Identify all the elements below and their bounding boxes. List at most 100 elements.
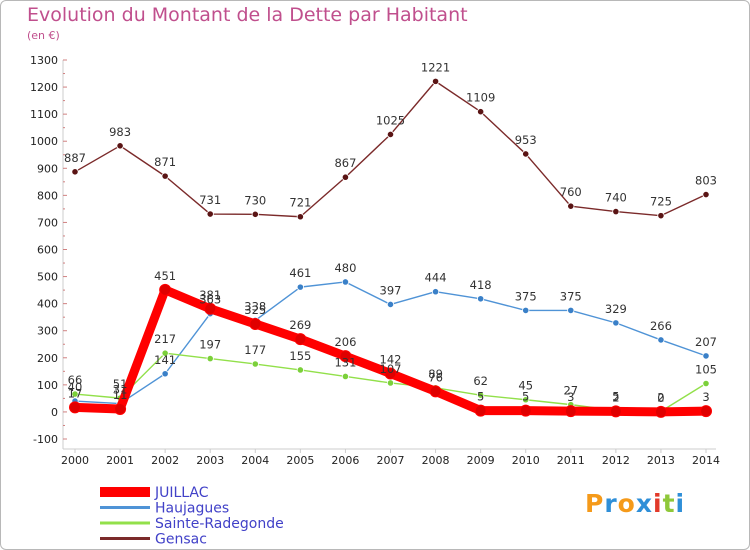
data-point-sainte-radegonde: [386, 379, 395, 387]
x-tick-label: 2009: [467, 454, 495, 467]
y-tick-label: 0: [51, 406, 58, 419]
data-label-juillac: 17: [68, 386, 83, 400]
y-tick-label: 1100: [30, 108, 58, 121]
data-label-gensac: 721: [289, 196, 311, 210]
legend-label: Gensac: [155, 532, 207, 548]
data-point-haujagues: [386, 300, 395, 309]
proxiti-logo: Proxiti: [585, 489, 685, 518]
x-tick-label: 2001: [106, 454, 134, 467]
y-tick-label: 1000: [30, 135, 58, 148]
data-label-juillac: 381: [199, 288, 221, 302]
y-tick-label: 600: [37, 244, 58, 257]
data-point-sainte-radegonde: [477, 391, 485, 399]
axes: -100010020030040050060070080090010001100…: [30, 54, 720, 467]
data-label-sainte-radegonde: 2: [657, 390, 664, 404]
data-label-juillac: 76: [428, 370, 443, 384]
data-point-haujagues: [567, 306, 575, 315]
data-point-gensac: [522, 150, 530, 158]
data-label-gensac: 725: [650, 195, 672, 209]
x-tick-label: 2004: [241, 454, 269, 467]
data-point-juillac: [69, 401, 81, 414]
y-tick-label: 900: [37, 162, 58, 175]
data-label-sainte-radegonde: 197: [199, 338, 221, 352]
x-tick-label: 2013: [647, 454, 675, 467]
logo-letter: o: [617, 489, 636, 518]
data-label-haujagues: 329: [605, 302, 627, 316]
series-layer: [69, 77, 712, 418]
data-label-juillac: 2: [612, 390, 619, 404]
data-label-sainte-radegonde: 105: [695, 363, 717, 377]
data-point-gensac: [116, 142, 124, 150]
data-label-haujagues: 397: [380, 283, 402, 297]
logo-letter: x: [635, 489, 653, 518]
data-point-gensac: [477, 108, 485, 116]
data-label-juillac: 269: [289, 318, 311, 332]
data-label-haujagues: 363: [199, 293, 221, 307]
x-tick-label: 2011: [557, 454, 585, 467]
data-point-gensac: [612, 208, 620, 216]
data-point-sainte-radegonde: [71, 390, 79, 398]
legend-label: Sainte-Radegonde: [155, 516, 284, 532]
data-label-juillac: 11: [113, 388, 128, 402]
logo-letter: t: [662, 489, 676, 518]
data-point-juillac: [429, 385, 442, 398]
data-point-haujagues: [296, 283, 304, 291]
data-label-sainte-radegonde: 5: [612, 390, 619, 404]
data-point-haujagues: [522, 306, 530, 315]
x-tick-label: 2005: [286, 454, 314, 467]
data-label-juillac: 206: [334, 335, 356, 349]
data-point-gensac: [296, 213, 304, 221]
x-tick-label: 2003: [196, 454, 224, 467]
data-point-haujagues: [161, 370, 169, 378]
data-point-sainte-radegonde: [296, 366, 304, 374]
data-point-sainte-radegonde: [522, 396, 530, 404]
y-tick-label: 1200: [30, 81, 58, 94]
y-tick-label: 400: [37, 298, 58, 311]
data-point-sainte-radegonde: [251, 360, 259, 368]
data-point-juillac: [384, 367, 397, 380]
logo-letter: i: [675, 489, 686, 518]
data-label-sainte-radegonde: 45: [518, 379, 533, 393]
data-label-sainte-radegonde: 51: [113, 377, 128, 391]
data-label-haujagues: 40: [68, 380, 83, 394]
data-point-gensac: [657, 212, 665, 220]
data-point-haujagues: [612, 319, 620, 327]
data-label-juillac: 5: [477, 390, 484, 404]
data-label-haujagues: 418: [470, 278, 492, 292]
data-label-haujagues: 461: [289, 266, 311, 280]
data-point-gensac: [71, 168, 79, 176]
logo-letter: i: [653, 489, 663, 518]
data-label-sainte-radegonde: 177: [244, 343, 266, 357]
data-label-haujagues: 480: [334, 261, 356, 275]
legend-swatch: [100, 521, 150, 525]
data-label-gensac: 1025: [376, 113, 405, 127]
logo-letter: r: [604, 489, 618, 518]
data-label-gensac: 760: [560, 185, 582, 199]
data-point-gensac: [161, 172, 169, 180]
legend-swatch: [100, 537, 150, 540]
data-point-gensac: [386, 130, 395, 139]
data-point-juillac: [474, 404, 487, 417]
data-label-sainte-radegonde: 62: [473, 374, 488, 388]
data-label-gensac: 730: [244, 193, 266, 207]
data-label-gensac: 1109: [466, 91, 495, 105]
x-tick-label: 2002: [151, 454, 179, 467]
x-tick-label: 2000: [61, 454, 89, 467]
data-point-sainte-radegonde: [161, 349, 169, 357]
data-point-sainte-radegonde: [341, 372, 350, 381]
data-point-juillac: [114, 402, 127, 415]
y-tick-label: 300: [37, 325, 58, 338]
data-point-sainte-radegonde: [206, 354, 214, 363]
y-tick-label: 1300: [30, 54, 58, 67]
y-tick-label: 800: [37, 189, 58, 202]
legend-swatch: [100, 506, 150, 509]
data-label-gensac: 871: [154, 155, 176, 169]
data-label-juillac: 451: [154, 269, 176, 283]
data-label-gensac: 1221: [421, 60, 450, 74]
data-point-gensac: [251, 210, 259, 218]
data-label-sainte-radegonde: 89: [428, 367, 443, 381]
y-tick-label: 200: [37, 352, 58, 365]
